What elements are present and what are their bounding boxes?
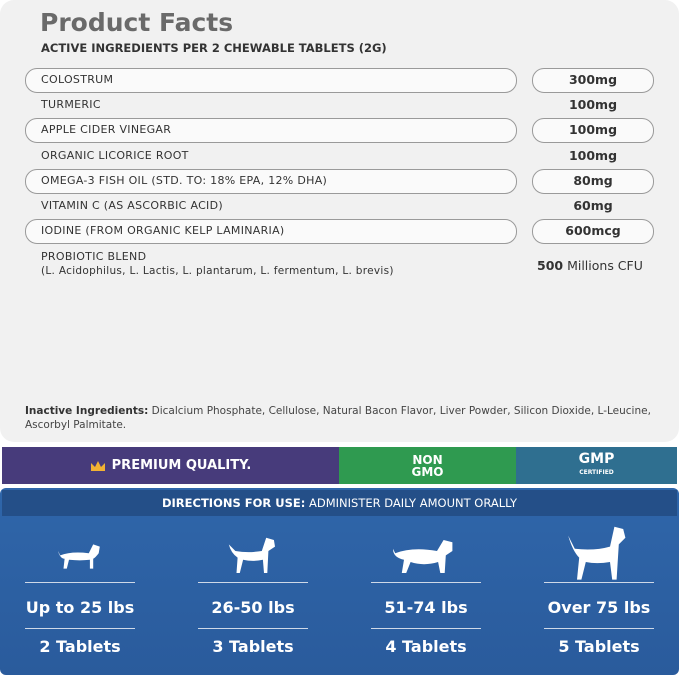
amount-unit: Millions CFU xyxy=(567,258,643,273)
inactive-ingredients: Inactive Ingredients: Dicalcium Phosphat… xyxy=(25,404,657,432)
non-gmo-badge: NON GMO xyxy=(339,447,516,484)
amount-pill xyxy=(532,68,654,93)
dog-silhouette xyxy=(228,537,275,573)
ingredient-amount: 60mg xyxy=(573,198,613,213)
ingredient-amount: 300mg xyxy=(568,72,618,87)
divider xyxy=(198,582,308,583)
dog-tablets: 5 Tablets xyxy=(558,637,640,656)
premium-text: PREMIUM QUALITY. xyxy=(111,458,252,473)
ingredient-amount: 80mg xyxy=(573,172,613,188)
ingredient-amount: 100mg xyxy=(568,97,618,113)
ingredient-name: VITAMIN C (AS ASCORBIC ACID) xyxy=(41,199,223,212)
divider xyxy=(25,628,135,629)
subtitle: ACTIVE INGREDIENTS PER 2 CHEWABLE TABLET… xyxy=(41,41,387,55)
premium-badge: PREMIUM QUALITY. xyxy=(2,447,339,484)
ingredient-amount: 100mg xyxy=(568,147,618,163)
non-text: NON xyxy=(412,452,443,467)
dog-weight: 51-74 lbs xyxy=(384,598,468,617)
probiotic-detail: (L. Acidophilus, L. Lactis, L. plantarum… xyxy=(41,265,394,277)
row-pill xyxy=(25,219,517,245)
title: Product Facts xyxy=(40,8,234,37)
divider xyxy=(544,628,654,629)
certified-text: CERTIFIED xyxy=(579,468,614,476)
ingredient-amount: 100mg xyxy=(568,122,618,138)
gmp-badge: GMP CERTIFIED xyxy=(516,447,677,484)
row-pill xyxy=(25,168,517,194)
divider xyxy=(371,582,481,583)
directions-header: DIRECTIONS FOR USE: ADMINISTER DAILY AMO… xyxy=(2,490,677,516)
crown-icon xyxy=(90,460,105,471)
amount-number: 500 xyxy=(537,258,564,273)
directions-text: ADMINISTER DAILY AMOUNT ORALLY xyxy=(308,496,518,510)
ingredient-name: APPLE CIDER VINEGAR xyxy=(41,123,172,137)
dog-icon xyxy=(228,537,275,573)
ingredient-name: COLOSTRUM xyxy=(41,73,114,86)
ingredient-amount: 600mcg xyxy=(565,223,621,239)
divider xyxy=(544,582,654,583)
dog-icon xyxy=(568,526,626,580)
dog-weight: 26-50 lbs xyxy=(211,598,295,617)
dog-silhouette xyxy=(58,544,100,569)
dog-icon xyxy=(393,540,453,573)
dog-silhouette xyxy=(568,526,626,580)
divider xyxy=(25,582,135,583)
row-pill xyxy=(25,118,517,144)
row-pill xyxy=(25,68,517,93)
probiotic-amount: 500 Millions CFU xyxy=(537,258,643,273)
inactive-text: Dicalcium Phosphate, Cellulose, Natural … xyxy=(25,405,651,431)
amount-pill xyxy=(532,168,654,194)
dog-weight: Over 75 lbs xyxy=(547,598,651,617)
dog-tablets: 3 Tablets xyxy=(212,637,294,656)
gmo-text: GMO xyxy=(411,464,444,479)
divider xyxy=(198,628,308,629)
inactive-label: Inactive Ingredients: xyxy=(25,405,149,417)
gmp-text: GMP xyxy=(578,450,615,467)
ingredient-name: TURMERIC xyxy=(41,98,101,112)
ingredient-name: ORGANIC LICORICE ROOT xyxy=(41,148,189,162)
ingredient-name: IODINE (FROM ORGANIC KELP LAMINARIA) xyxy=(41,224,285,238)
ingredient-name: OMEGA-3 FISH OIL (STD. TO: 18% EPA, 12% … xyxy=(41,173,328,187)
directions-label: DIRECTIONS FOR USE: xyxy=(161,496,306,510)
dog-tablets: 2 Tablets xyxy=(39,637,121,656)
dog-weight: Up to 25 lbs xyxy=(25,598,135,617)
amount-pill xyxy=(532,118,654,144)
dog-tablets: 4 Tablets xyxy=(385,637,467,656)
probiotic-name: PROBIOTIC BLEND xyxy=(41,250,147,263)
directions-panel xyxy=(0,488,679,675)
amount-pill xyxy=(532,219,654,245)
dog-icon xyxy=(58,544,100,569)
divider xyxy=(371,628,481,629)
dog-silhouette xyxy=(393,540,453,573)
